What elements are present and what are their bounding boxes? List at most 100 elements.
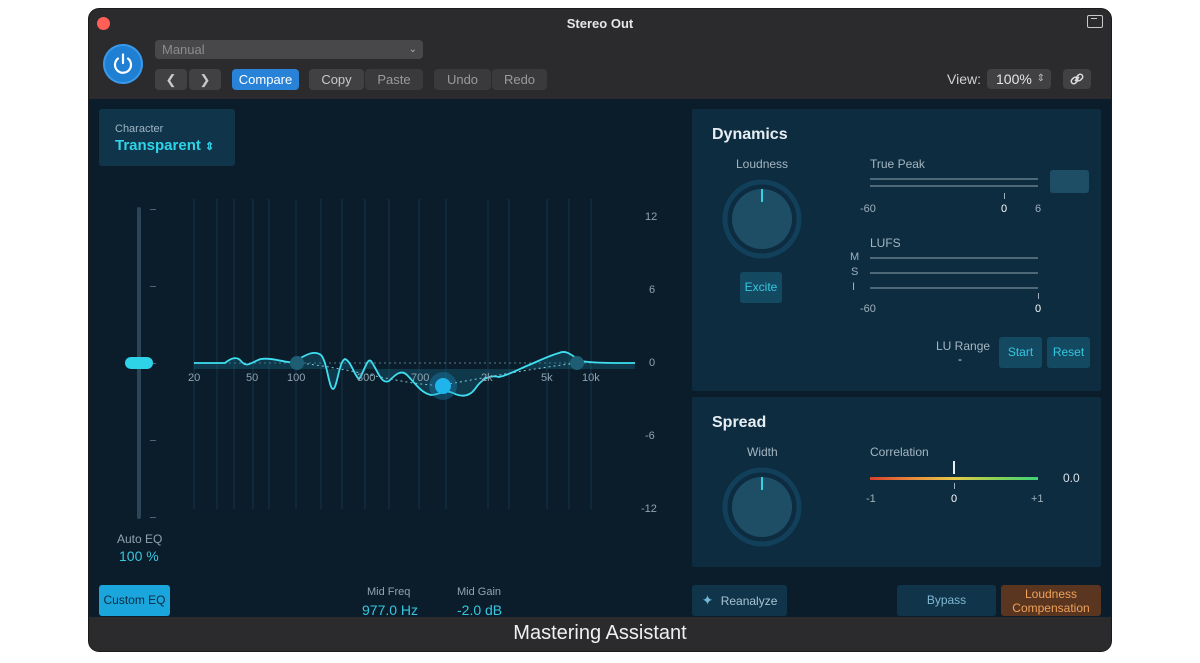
true-peak-max: 6 [1035, 203, 1042, 215]
reanalyze-button[interactable]: ✦ Reanalyze [692, 585, 787, 616]
lufs-row-label: I [852, 281, 856, 293]
start-button[interactable]: Start [999, 337, 1042, 368]
magic-wand-icon: ✦ [701, 592, 714, 608]
lufs-row-label: S [851, 266, 859, 278]
gain-tick: -12 [641, 503, 657, 515]
view-zoom-select[interactable]: 100% ⇕ [987, 69, 1051, 89]
loudness-compensation-line1: Loudness [1024, 587, 1078, 601]
custom-eq-button[interactable]: Custom EQ [99, 585, 170, 616]
main-panel: Character Transparent ⇕ [89, 99, 1111, 618]
low-band-handle [290, 356, 304, 370]
tick-mark [954, 483, 955, 489]
mid-gain-value[interactable]: -2.0 dB [457, 602, 503, 618]
view-zoom-value: 100% [996, 71, 1032, 87]
lufs-meter-integrated [870, 287, 1038, 289]
preset-select[interactable]: Manual ⌄ [155, 40, 423, 59]
lufs-min: -60 [860, 303, 876, 315]
view-label: View: [947, 71, 981, 87]
power-icon [113, 53, 133, 74]
compare-button[interactable]: Compare [232, 69, 299, 90]
plugin-window: Stereo Out Manual ⌄ ❮ ❯ Compare Copy Pas… [89, 9, 1111, 651]
correlation-min: -1 [866, 493, 876, 505]
freq-tick: 20 [188, 372, 201, 384]
chevron-right-icon: ❯ [199, 72, 211, 87]
copy-button[interactable]: Copy [309, 69, 364, 90]
paste-button[interactable]: Paste [365, 69, 423, 90]
lufs-label: LUFS [870, 236, 901, 250]
detach-window-icon[interactable] [1087, 15, 1103, 28]
tick-mark [1038, 293, 1039, 299]
gain-tick: 6 [649, 284, 656, 296]
true-peak-zero: 0 [1001, 203, 1008, 215]
spread-title: Spread [712, 414, 767, 431]
character-label: Character [115, 123, 164, 135]
correlation-max: +1 [1031, 493, 1044, 505]
loudness-compensation-button[interactable]: Loudness Compensation [1001, 585, 1101, 616]
lufs-row-label: M [850, 251, 860, 263]
mid-gain-label: Mid Gain [457, 586, 502, 598]
updown-chevron-icon: ⇕ [205, 141, 215, 153]
true-peak-meter-right [870, 185, 1038, 187]
true-peak-min: -60 [860, 203, 876, 215]
link-icon [1070, 73, 1084, 85]
close-window-button[interactable] [97, 17, 110, 30]
link-button[interactable] [1063, 69, 1091, 89]
chevron-left-icon: ❮ [165, 72, 177, 87]
updown-chevron-icon: ⇕ [1036, 73, 1045, 84]
gain-tick: -6 [645, 430, 655, 442]
lufs-meter-short [870, 272, 1038, 274]
previous-preset-button[interactable]: ❮ [155, 69, 187, 90]
redo-button[interactable]: Redo [492, 69, 547, 90]
freq-tick: 10k [582, 372, 600, 384]
lu-range-value: - [958, 352, 962, 366]
correlation-label: Correlation [870, 445, 929, 459]
character-value: Transparent ⇕ [115, 137, 214, 154]
freq-tick: 5k [541, 372, 553, 384]
true-peak-readout [1050, 170, 1089, 193]
spread-panel: Spread Width Correlation -1 0 +1 0.0 [692, 397, 1101, 567]
undo-button[interactable]: Undo [434, 69, 491, 90]
bypass-button[interactable]: Bypass [897, 585, 996, 616]
reset-button[interactable]: Reset [1047, 337, 1090, 368]
freq-tick: 700 [411, 372, 430, 384]
plugin-name: Mastering Assistant [513, 622, 687, 644]
correlation-value: 0.0 [1063, 471, 1080, 485]
mid-freq-label: Mid Freq [367, 586, 411, 598]
loudness-knob[interactable] [721, 178, 803, 260]
loudness-compensation-line2: Compensation [1012, 601, 1090, 615]
window-title: Stereo Out [566, 16, 634, 31]
character-selector[interactable]: Character Transparent ⇕ [99, 109, 235, 166]
auto-eq-value: 100 % [119, 548, 159, 564]
width-label: Width [747, 445, 778, 459]
lufs-meter-momentary [870, 257, 1038, 259]
freq-tick: 100 [287, 372, 306, 384]
footer-bar: Mastering Assistant [89, 617, 1111, 651]
correlation-indicator [953, 461, 955, 474]
lufs-zero: 0 [1035, 303, 1042, 315]
dynamics-title: Dynamics [712, 126, 788, 143]
auto-eq-slider-handle [125, 357, 153, 369]
width-knob[interactable] [721, 466, 803, 548]
preset-value: Manual [162, 42, 205, 57]
next-preset-button[interactable]: ❯ [189, 69, 221, 90]
reanalyze-label: Reanalyze [720, 594, 778, 608]
mid-freq-value[interactable]: 977.0 Hz [362, 602, 419, 618]
excite-button[interactable]: Excite [740, 272, 782, 303]
gain-tick: 0 [649, 357, 656, 369]
eq-display[interactable] [89, 99, 689, 617]
loudness-label: Loudness [736, 157, 789, 171]
true-peak-meter-left [870, 178, 1038, 180]
character-value-text: Transparent [115, 137, 201, 154]
title-bar: Stereo Out [89, 9, 1111, 39]
freq-tick: 300 [357, 372, 376, 384]
auto-eq-label: Auto EQ [117, 532, 163, 546]
freq-tick: 50 [246, 372, 259, 384]
chevron-down-icon: ⌄ [408, 44, 417, 55]
correlation-mid: 0 [951, 493, 958, 505]
lu-range-label: LU Range [936, 339, 991, 353]
power-button[interactable] [103, 44, 143, 84]
mid-band-handle [435, 378, 451, 394]
gain-tick: 12 [645, 211, 658, 223]
true-peak-label: True Peak [870, 157, 925, 171]
correlation-meter [870, 477, 1038, 480]
